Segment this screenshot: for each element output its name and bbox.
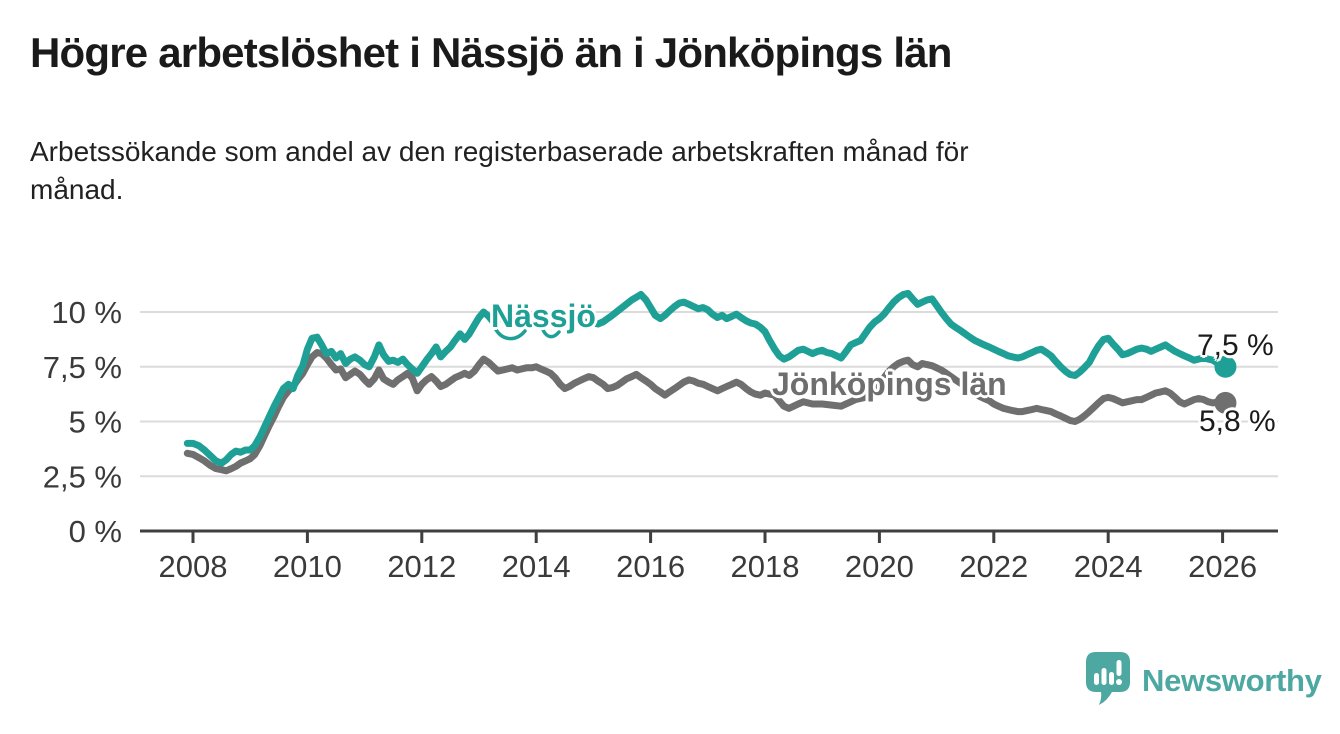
axes: 0 % 2,5 % 5 % 7,5 % 10 % 2008 2010 2012 2014 2016… [43,295,1278,584]
y-tick-label: 10 % [51,295,122,330]
x-tick-label: 2010 [273,549,342,584]
x-tick-label: 2016 [616,549,685,584]
bar-chart-speech-bubble-icon [1086,652,1130,705]
y-tick-label: 5 % [69,405,122,440]
logo-text: Newsworthy [1142,662,1322,698]
x-tick-label: 2024 [1074,549,1143,584]
x-tick-label: 2020 [845,549,914,584]
series-label-nassjo: Nässjö [491,298,596,334]
x-tick-label: 2026 [1188,549,1257,584]
x-tick-label: 2022 [959,549,1028,584]
x-tick-label: 2008 [159,549,228,584]
series-label-jonkopings-lan: Jönköpings län [772,366,1007,402]
y-tick-label: 2,5 % [43,459,122,494]
series-lines [183,289,1237,475]
series-line-n-ssj- [183,289,1229,467]
end-dot-j-nk-pings-l-n [1214,391,1237,414]
y-tick-label: 0 % [69,514,122,549]
series-line-j-nk-pings-l-n [183,349,1229,475]
newsworthy-logo: Newsworthy [1086,652,1322,706]
y-tick-label: 7,5 % [43,350,122,385]
nassjo-label-pointer-icon [493,326,561,341]
chart-title: Högre arbetslöshet i Nässjö än i Jönköpi… [30,29,952,76]
x-tick-label: 2012 [387,549,456,584]
x-tick-label: 2018 [731,549,800,584]
chart-subtitle: Arbetssökande som andel av den registerb… [30,136,969,206]
end-value-label-nassjo: 7,5 % [1197,329,1274,362]
end-dot-n-ssj- [1214,355,1237,378]
x-tick-label: 2014 [502,549,571,584]
end-value-label-jonkopings-lan: 5,8 % [1199,405,1276,438]
